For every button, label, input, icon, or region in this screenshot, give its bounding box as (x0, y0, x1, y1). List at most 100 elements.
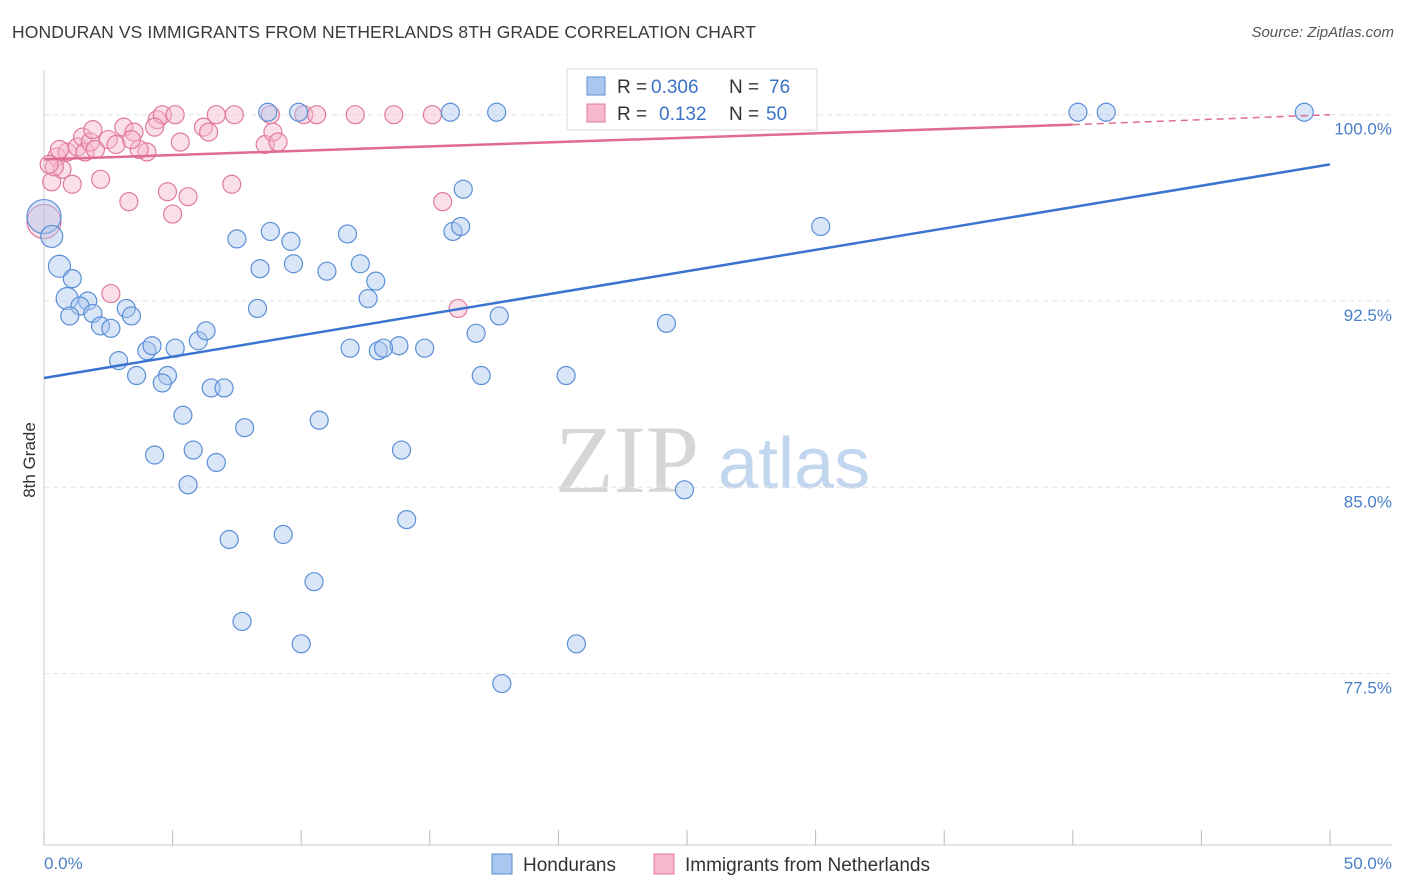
data-point-hondurans (309, 410, 329, 430)
data-point-netherlands (268, 132, 288, 152)
x-tick-label-min: 0.0% (44, 854, 83, 873)
data-point-hondurans (173, 405, 193, 425)
legend-n-label-2: N = (729, 104, 759, 125)
legend-n-value-1: 76 (769, 77, 790, 98)
data-point-netherlands (90, 169, 111, 189)
data-point-hondurans (304, 572, 324, 592)
data-point-netherlands (260, 105, 280, 125)
data-point-hondurans (487, 102, 507, 122)
data-point-hondurans (566, 634, 587, 654)
data-point-hondurans (281, 231, 301, 251)
trend-lines (43, 113, 1331, 380)
data-point-netherlands (157, 182, 178, 202)
data-point-hondurans (121, 306, 142, 326)
y-tick-label: 85.0% (1344, 492, 1392, 511)
legend-swatch-hondurans (586, 76, 606, 96)
data-point-netherlands (121, 129, 142, 150)
data-point-hondurans (144, 445, 165, 465)
legend-r-label-2: R = (617, 104, 647, 125)
watermark-zip: ZIP (555, 406, 699, 513)
data-point-hondurans (471, 365, 491, 386)
data-point-hondurans (188, 331, 208, 351)
data-point-hondurans (391, 440, 412, 460)
data-point-netherlands (199, 122, 219, 142)
data-point-hondurans (101, 318, 121, 338)
watermark: ZIP atlas (555, 406, 870, 513)
data-point-netherlands (422, 105, 442, 125)
gridlines (44, 114, 1392, 675)
data-point-hondurans (232, 611, 252, 632)
data-point-hondurans (415, 338, 435, 358)
bottom-legend-swatch-netherlands (653, 853, 675, 875)
data-point-netherlands (26, 203, 62, 240)
data-point-hondurans (556, 365, 576, 386)
data-point-netherlands (62, 174, 82, 194)
data-point-hondurans (40, 224, 64, 249)
data-point-netherlands (119, 192, 139, 212)
data-point-netherlands (106, 134, 126, 155)
bottom-legend: Hondurans Immigrants from Netherlands (491, 853, 930, 876)
data-point-hondurans (466, 323, 486, 343)
trend-line-hondurans (43, 163, 1331, 380)
data-point-hondurans (260, 221, 280, 242)
data-point-hondurans (214, 378, 234, 398)
data-point-hondurans (126, 365, 147, 386)
trend-line-netherlands-extrapolated (1072, 113, 1331, 126)
legend-n-value-2: 50 (766, 104, 787, 125)
data-point-netherlands (345, 105, 365, 125)
data-point-hondurans (235, 418, 255, 438)
data-point-hondurans (317, 261, 337, 281)
data-point-netherlands (206, 105, 226, 125)
data-point-hondurans (492, 673, 512, 694)
data-point-hondurans (250, 259, 270, 279)
data-point-hondurans (183, 440, 203, 460)
data-point-hondurans (373, 338, 394, 358)
data-point-hondurans (350, 254, 370, 274)
data-point-hondurans (247, 298, 268, 319)
data-point-hondurans (47, 254, 72, 278)
data-point-hondurans (196, 321, 216, 341)
data-point-hondurans (389, 336, 409, 356)
data-point-hondurans (152, 373, 172, 393)
y-axis-label: 8th Grade (20, 422, 39, 498)
data-point-hondurans (489, 306, 509, 326)
data-point-netherlands (178, 187, 198, 207)
legend-r-value-1: 0.306 (651, 77, 699, 98)
data-point-hondurans (397, 509, 417, 530)
data-point-netherlands (170, 132, 190, 152)
legend-r-label-1: R = (617, 77, 647, 98)
data-point-hondurans (219, 529, 239, 550)
data-point-hondurans (340, 338, 360, 358)
y-tick-labels: 77.5% 85.0% 92.5% 100.0% (1334, 120, 1392, 698)
data-point-hondurans (1096, 102, 1116, 122)
data-point-hondurans (60, 306, 80, 326)
data-point-hondurans (366, 271, 386, 291)
data-point-netherlands (163, 204, 183, 224)
data-point-hondurans (811, 216, 831, 237)
data-point-netherlands (224, 105, 244, 125)
data-point-netherlands (129, 139, 149, 160)
data-point-hondurans (227, 229, 247, 249)
data-point-hondurans (178, 475, 198, 495)
trend-line-netherlands (43, 123, 1073, 161)
data-point-hondurans (674, 480, 695, 500)
chart-title: HONDURAN VS IMMIGRANTS FROM NETHERLANDS … (12, 22, 757, 42)
data-point-hondurans (206, 452, 226, 473)
y-tick-label: 77.5% (1344, 679, 1392, 698)
legend-swatch-netherlands (586, 103, 606, 123)
x-ticks (43, 830, 1331, 845)
data-point-netherlands (433, 192, 453, 212)
data-point-hondurans (453, 179, 473, 199)
legend-box: R = 0.306 N = 76 R = 0.132 N = 50 (566, 68, 818, 131)
data-point-hondurans (289, 102, 309, 122)
y-tick-label: 100.0% (1334, 120, 1392, 139)
data-point-netherlands (144, 117, 165, 137)
data-point-hondurans (337, 224, 358, 244)
data-point-netherlands (83, 120, 103, 140)
bottom-legend-hondurans: Hondurans (523, 855, 616, 876)
source-label: Source: ZipAtlas.com (1251, 24, 1394, 41)
data-point-hondurans (440, 102, 460, 122)
data-point-hondurans (451, 216, 471, 237)
data-point-netherlands (52, 159, 72, 179)
bottom-legend-netherlands: Immigrants from Netherlands (685, 855, 930, 876)
